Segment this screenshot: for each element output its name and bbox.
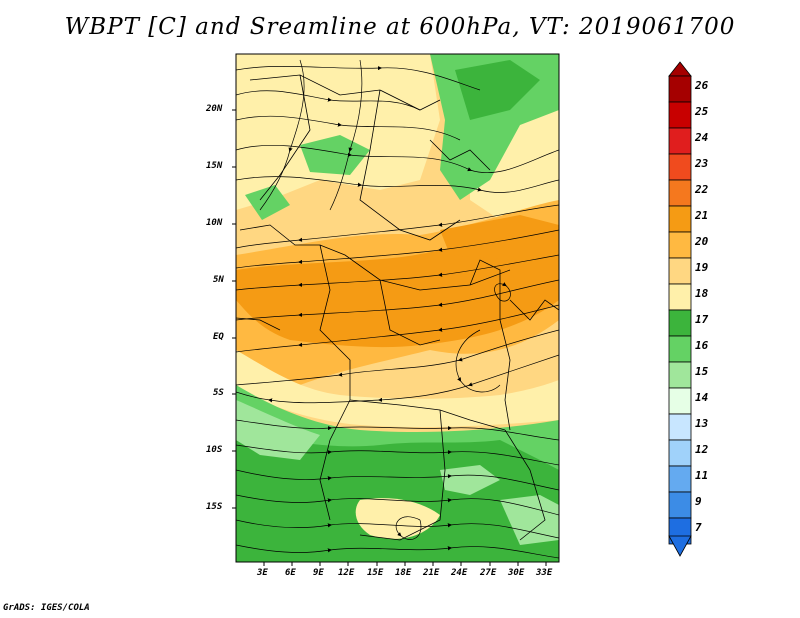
- colorbar-top-triangle: [668, 61, 692, 77]
- colorbar-cell: [668, 309, 692, 337]
- colorbar-label: 12: [695, 443, 709, 456]
- map-field: [236, 54, 559, 562]
- colorbar-label: 14: [695, 391, 709, 404]
- colorbar-cell: [668, 413, 692, 441]
- lat-tick-label: 15S: [206, 502, 223, 512]
- lon-tick-label: 12E: [338, 568, 355, 578]
- grads-credit: GrADS: IGES/COLA: [3, 603, 90, 613]
- lon-tick-label: 6E: [285, 568, 296, 578]
- colorbar-label: 23: [695, 157, 709, 170]
- lat-ticks: [232, 109, 236, 509]
- colorbar-cell: [668, 387, 692, 415]
- lon-tick-label: 33E: [536, 568, 553, 578]
- colorbar-label: 20: [695, 235, 709, 248]
- colorbar-label: 26: [695, 79, 709, 92]
- colorbar-label: 18: [695, 287, 709, 300]
- colorbar-bottom-triangle: [668, 535, 692, 557]
- lat-tick-label: 15N: [206, 161, 223, 171]
- colorbar-cell: [668, 75, 692, 103]
- colorbar-cell: [668, 491, 692, 519]
- lon-tick-label: 9E: [313, 568, 324, 578]
- colorbar-cell: [668, 231, 692, 259]
- lat-tick-label: 10N: [206, 218, 223, 228]
- colorbar-cell: [668, 465, 692, 493]
- lon-tick-label: 30E: [508, 568, 525, 578]
- lon-tick-label: 3E: [257, 568, 268, 578]
- colorbar-label: 25: [695, 105, 709, 118]
- colorbar-label: 22: [695, 183, 709, 196]
- colorbar-label: 21: [695, 209, 709, 222]
- lon-tick-label: 18E: [395, 568, 412, 578]
- colorbar-label: 17: [695, 313, 709, 326]
- lat-tick-label: 20N: [206, 104, 223, 114]
- colorbar-cell: [668, 153, 692, 181]
- lat-tick-label: 5N: [213, 275, 224, 285]
- colorbar-label: 24: [695, 131, 709, 144]
- lon-tick-label: 24E: [451, 568, 468, 578]
- lat-tick-label: EQ: [213, 332, 224, 342]
- colorbar-label: 9: [695, 495, 702, 508]
- colorbar-cell: [668, 283, 692, 311]
- colorbar-cell: [668, 361, 692, 389]
- colorbar-cell: [668, 179, 692, 207]
- colorbar-cell: [668, 335, 692, 363]
- colorbar-label: 11: [695, 469, 709, 482]
- colorbar-cell: [668, 127, 692, 155]
- lat-tick-label: 5S: [213, 388, 224, 398]
- colorbar-label: 19: [695, 261, 709, 274]
- colorbar: [668, 61, 692, 557]
- colorbar-cell: [668, 205, 692, 233]
- colorbar-cell: [668, 439, 692, 467]
- colorbar-label: 16: [695, 339, 709, 352]
- lon-tick-label: 21E: [423, 568, 440, 578]
- lon-tick-label: 27E: [480, 568, 497, 578]
- lon-ticks: [263, 562, 547, 566]
- colorbar-cell: [668, 257, 692, 285]
- lat-tick-label: 10S: [206, 445, 223, 455]
- colorbar-label: 13: [695, 417, 709, 430]
- colorbar-label: 7: [695, 521, 702, 534]
- lon-tick-label: 15E: [367, 568, 384, 578]
- chart-title: WBPT [C] and Sreamline at 600hPa, VT: 20…: [64, 14, 736, 40]
- colorbar-cell: [668, 101, 692, 129]
- colorbar-label: 15: [695, 365, 709, 378]
- map-frame: [235, 53, 560, 563]
